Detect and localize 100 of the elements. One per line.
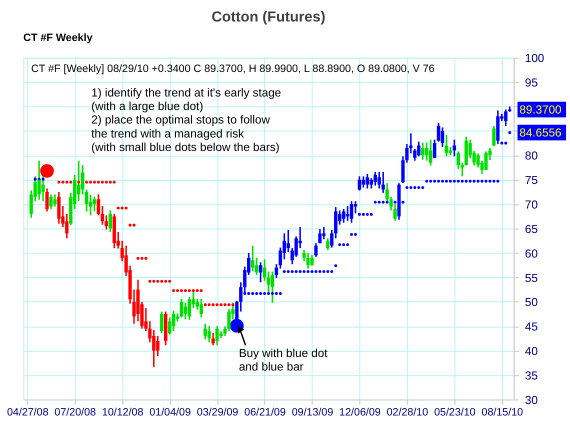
- point: [227, 303, 230, 306]
- point: [128, 224, 132, 227]
- y-tick-label: 55: [524, 272, 538, 285]
- x-tick-label: 09/13/09: [292, 406, 334, 418]
- y-tick-label: 60: [524, 247, 538, 260]
- y-tick-label: 50: [524, 296, 538, 310]
- point: [200, 289, 203, 292]
- x-tick-label: 04/27/08: [6, 406, 49, 418]
- candlestick: [156, 335, 160, 357]
- candlestick: [358, 176, 362, 192]
- candlestick: [421, 142, 424, 160]
- candlestick: [318, 228, 322, 244]
- point: [231, 303, 234, 306]
- y-tick-label: 70: [524, 198, 538, 212]
- point: [89, 180, 92, 184]
- candlestick: [326, 238, 330, 251]
- candlestick: [204, 322, 207, 340]
- candlestick: [504, 108, 508, 127]
- annotation: CT #F [Weekly] 08/29/10 +0.3400 C 89.3700, H 89.9900, L 88.8900, O 89.0800, V 76: [31, 63, 435, 76]
- point: [156, 280, 160, 283]
- annotation: 89.3700: [519, 103, 562, 116]
- y-tick-label: 35: [524, 369, 538, 382]
- candlestick: [452, 138, 456, 158]
- point: [140, 256, 144, 260]
- y-tick-label: 95: [524, 76, 538, 90]
- point: [164, 280, 168, 283]
- candlestick: [350, 200, 354, 224]
- candlestick: [250, 244, 254, 272]
- candlestick: [215, 325, 219, 346]
- x-tick-label: 10/12/08: [102, 406, 144, 418]
- x-tick-label: 03/29/09: [196, 406, 238, 418]
- candlestick: [381, 171, 385, 194]
- point: [176, 289, 179, 292]
- point: [96, 180, 100, 184]
- point: [57, 180, 60, 184]
- point: [61, 180, 64, 184]
- candlestick: [346, 205, 350, 222]
- candlestick: [172, 310, 176, 332]
- candlestick: [492, 125, 496, 147]
- candlestick: [108, 210, 112, 233]
- annotation: 84.6556: [519, 126, 562, 140]
- y-tick-label: 40: [524, 344, 538, 358]
- point: [220, 303, 222, 306]
- candlestick: [424, 142, 428, 162]
- y-tick-label: 65: [524, 222, 538, 236]
- text: CT #F Weekly: [23, 32, 93, 44]
- candlestick: [322, 226, 326, 240]
- y-tick-label: 100: [524, 52, 545, 66]
- candlestick: [188, 296, 192, 321]
- candlestick: [57, 191, 61, 224]
- point: [212, 303, 215, 306]
- point: [144, 256, 148, 260]
- candlestick: [428, 138, 432, 166]
- candlestick: [374, 171, 377, 186]
- y-tick-label: 80: [524, 150, 538, 163]
- point: [148, 280, 152, 283]
- x-tick-label: 05/23/10: [434, 406, 476, 418]
- point: [108, 180, 112, 184]
- point: [180, 289, 183, 292]
- point: [120, 206, 124, 210]
- point: [69, 180, 72, 184]
- point: [168, 280, 172, 283]
- candlestick: [378, 171, 381, 190]
- point: [160, 280, 164, 283]
- x-tick-label: 08/15/10: [482, 406, 524, 418]
- x-tick-label: 01/04/09: [149, 406, 191, 418]
- candlestick: [76, 160, 80, 202]
- point: [136, 256, 140, 260]
- candlestick: [444, 134, 448, 158]
- x-tick-label: 12/06/09: [339, 406, 381, 418]
- candlestick: [207, 325, 211, 344]
- x-tick-label: 06/21/09: [244, 406, 286, 418]
- candlestick: [362, 176, 366, 188]
- candlestick: [53, 194, 57, 208]
- point: [224, 303, 226, 306]
- chart-title: Cotton (Futures): [212, 10, 326, 26]
- point: [112, 180, 116, 184]
- point: [132, 224, 136, 227]
- point: [104, 180, 108, 184]
- point: [65, 180, 68, 184]
- candlestick: [184, 302, 188, 320]
- point: [152, 280, 156, 283]
- point: [216, 303, 219, 306]
- point: [204, 303, 207, 306]
- candlestick: [41, 176, 45, 202]
- point: [85, 180, 88, 184]
- annotation: 1) identify the trend at it's early stage (with a large blue dot) 2) place the optimal stops to follow the trend with a managed risk (with small blue dots below the bars): [91, 86, 282, 154]
- candlestick: [314, 242, 318, 258]
- point: [172, 289, 176, 292]
- candlestick: [366, 173, 370, 190]
- point: [93, 180, 96, 184]
- y-tick-label: 30: [524, 394, 538, 407]
- y-tick-label: 45: [524, 320, 538, 334]
- x-tick-label: 07/20/08: [54, 406, 96, 418]
- point: [100, 180, 104, 184]
- candlestick: [160, 310, 164, 334]
- point: [124, 206, 128, 210]
- point: [196, 289, 199, 292]
- point: [188, 289, 191, 292]
- annotation: Buy with blue dot and blue bar: [238, 346, 328, 374]
